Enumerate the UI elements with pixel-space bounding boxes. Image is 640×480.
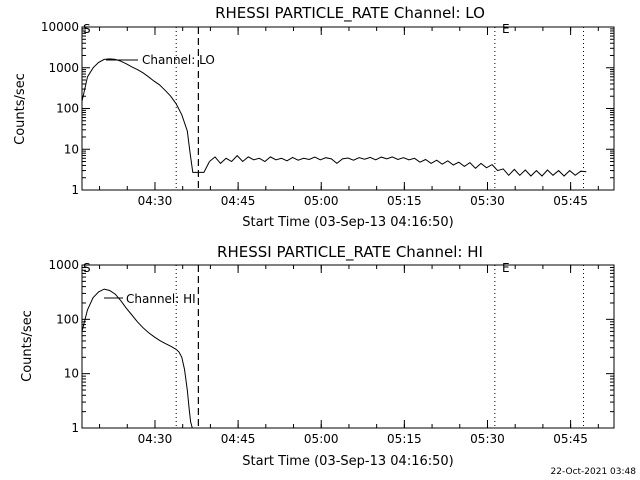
title-lo: RHESSI PARTICLE_RATE Channel: LO xyxy=(215,4,485,23)
plot-frame-hi xyxy=(81,264,615,429)
y-tick-label: 1000 xyxy=(48,61,79,75)
y-tick-label: 1 xyxy=(71,183,79,197)
x-tick-label: 05:00 xyxy=(304,194,339,208)
y-tick-label: 1 xyxy=(71,421,79,435)
x-tick-label: 05:30 xyxy=(470,432,505,446)
legend-hi: Channel: HI xyxy=(126,292,196,306)
title-hi: RHESSI PARTICLE_RATE Channel: HI xyxy=(217,243,483,262)
series-lo xyxy=(81,58,587,177)
rate-series-line xyxy=(81,58,210,173)
y-tick-label: 10 xyxy=(64,367,79,381)
start-marker-lo: S xyxy=(83,22,91,36)
x-tick-label: 05:45 xyxy=(553,194,588,208)
ylabel-hi: Counts/sec xyxy=(20,310,35,382)
panel-hi: RHESSI PARTICLE_RATE Channel: HI Counts/… xyxy=(20,243,615,469)
ylabel-lo: Counts/sec xyxy=(13,73,28,145)
y-tick-label: 10000 xyxy=(41,20,79,34)
x-tick-label: 04:45 xyxy=(221,432,256,446)
end-marker-hi: E xyxy=(502,261,510,275)
end-marker-lo: E xyxy=(502,22,510,36)
xlabel-hi: Start Time (03-Sep-13 04:16:50) xyxy=(242,454,453,469)
y-tick-label: 100 xyxy=(56,102,79,116)
x-tick-label: 04:30 xyxy=(138,432,173,446)
vlines-hi xyxy=(175,265,585,428)
xlabel-lo: Start Time (03-Sep-13 04:16:50) xyxy=(242,215,453,230)
ticks-lo: 04:30 04:45 05:00 05:15 05:30 05:45 1 10 100 1000… xyxy=(41,20,614,208)
plot-frame-lo xyxy=(81,26,615,191)
x-tick-label: 05:30 xyxy=(470,194,505,208)
x-tick-label: 05:15 xyxy=(387,432,422,446)
panel-lo: RHESSI PARTICLE_RATE Channel: LO Counts/… xyxy=(13,4,615,230)
x-tick-label: 04:45 xyxy=(221,194,256,208)
y-tick-label: 1000 xyxy=(48,258,79,272)
rate-series-line xyxy=(209,154,587,177)
series-hi xyxy=(81,288,193,429)
y-tick-label: 100 xyxy=(56,312,79,326)
ticks-hi: 04:30 04:45 05:00 05:15 05:30 05:45 1 10 100 1000 xyxy=(48,258,614,446)
x-tick-label: 05:00 xyxy=(304,432,339,446)
y-tick-label: 10 xyxy=(64,142,79,156)
start-marker-hi: S xyxy=(83,261,91,275)
vlines-lo xyxy=(175,27,585,190)
x-tick-label: 05:15 xyxy=(387,194,422,208)
legend-lo: Channel: LO xyxy=(142,53,215,67)
rate-series-line xyxy=(81,288,193,429)
x-tick-label: 05:45 xyxy=(553,432,588,446)
x-tick-label: 04:30 xyxy=(138,194,173,208)
footer-date: 22-Oct-2021 03:48 xyxy=(551,467,637,477)
